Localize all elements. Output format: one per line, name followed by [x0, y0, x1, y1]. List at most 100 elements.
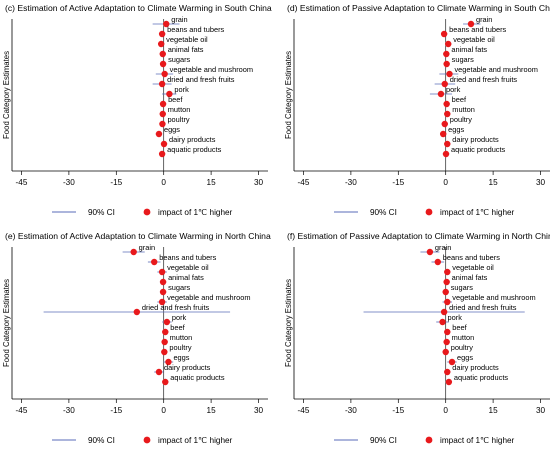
estimate-point — [159, 120, 166, 128]
category-label: dairy products — [169, 135, 216, 144]
category-label: dried and fresh fruits — [449, 303, 517, 312]
legend-ci-label: 90% CI — [88, 208, 115, 217]
category-label: eggs — [457, 353, 473, 362]
x-tick-label: 15 — [489, 178, 499, 187]
category-label: vegetable oil — [166, 35, 208, 44]
legend-point-label: impact of 1℃ higher — [440, 208, 515, 217]
category-label: mutton — [170, 333, 193, 342]
estimate-point — [161, 348, 168, 356]
legend-ci-label: 90% CI — [370, 208, 397, 217]
category-label: poultry — [169, 343, 191, 352]
category-label: dairy products — [164, 363, 211, 372]
legend-ci-label: 90% CI — [88, 436, 115, 445]
estimate-point — [448, 358, 456, 366]
estimate-point — [159, 100, 167, 108]
x-tick-label: 30 — [254, 406, 264, 415]
category-label: sugars — [452, 55, 474, 64]
estimate-point — [426, 248, 434, 256]
x-tick-label: -45 — [298, 178, 310, 187]
category-label: dried and fresh fruits — [450, 75, 518, 84]
legend-point-label: impact of 1℃ higher — [440, 436, 515, 445]
chart-title: (e) Estimation of Active Adaptation to C… — [5, 231, 271, 241]
y-axis-label: Food Category Estimates — [284, 51, 293, 139]
category-label: mutton — [452, 105, 475, 114]
estimate-point — [440, 30, 448, 38]
chart-title: (c) Estimation of Active Adaptation to C… — [5, 3, 272, 13]
legend-point-swatch — [143, 436, 151, 444]
category-label: beans and tubers — [449, 25, 506, 34]
x-tick-label: 0 — [161, 178, 166, 187]
estimate-point — [158, 298, 166, 306]
legend-point-swatch — [425, 208, 433, 216]
category-label: aquatic products — [451, 145, 506, 154]
category-label: sugars — [168, 55, 190, 64]
y-axis-label: Food Category Estimates — [2, 51, 11, 139]
category-label: beans and tubers — [443, 253, 500, 262]
x-tick-label: -30 — [63, 406, 75, 415]
category-label: grain — [435, 243, 451, 252]
category-label: vegetable and mushroom — [170, 65, 253, 74]
category-label: grain — [171, 15, 187, 24]
estimate-point — [159, 278, 167, 286]
estimate-point — [443, 60, 450, 68]
estimate-point — [441, 120, 448, 128]
estimate-point — [166, 90, 173, 98]
x-tick-label: -15 — [392, 406, 404, 415]
estimate-point — [130, 248, 137, 256]
category-label: eggs — [173, 353, 189, 362]
estimate-point — [162, 328, 169, 336]
chart-panel: (f) Estimation of Passive Adaptation to … — [284, 231, 550, 445]
category-label: sugars — [451, 283, 473, 292]
chart-panel: (e) Estimation of Active Adaptation to C… — [2, 231, 271, 445]
estimate-point — [151, 258, 158, 266]
category-label: dried and fresh fruits — [142, 303, 210, 312]
estimate-point — [443, 338, 450, 346]
category-label: eggs — [164, 125, 180, 134]
chart-title: (f) Estimation of Passive Adaptation to … — [287, 231, 550, 241]
estimate-point — [159, 288, 167, 296]
category-label: beans and tubers — [159, 253, 216, 262]
x-tick-label: 15 — [207, 178, 217, 187]
estimate-point — [158, 150, 166, 158]
x-tick-label: 30 — [254, 178, 264, 187]
x-tick-label: -15 — [392, 178, 404, 187]
estimate-point — [442, 288, 449, 296]
category-label: aquatic products — [170, 373, 225, 382]
estimate-point — [442, 348, 449, 356]
category-label: poultry — [167, 115, 189, 124]
estimate-point — [158, 268, 166, 276]
estimate-point — [441, 80, 448, 88]
x-tick-label: -15 — [110, 406, 122, 415]
category-label: beef — [452, 95, 467, 104]
category-label: animal fats — [168, 45, 204, 54]
category-label: beef — [452, 323, 467, 332]
x-tick-label: -30 — [345, 406, 357, 415]
x-tick-label: -45 — [16, 406, 28, 415]
x-tick-label: 30 — [536, 406, 546, 415]
category-label: dried and fresh fruits — [167, 75, 235, 84]
estimate-point — [443, 100, 450, 108]
legend-ci-label: 90% CI — [370, 436, 397, 445]
x-tick-label: -45 — [16, 178, 28, 187]
category-label: poultry — [450, 115, 472, 124]
estimate-point — [158, 80, 166, 88]
estimate-point — [434, 258, 442, 266]
estimate-point — [444, 298, 451, 306]
estimate-point — [162, 378, 169, 386]
estimate-point — [163, 20, 170, 28]
estimate-point — [444, 368, 451, 376]
category-label: beef — [168, 95, 183, 104]
category-label: dairy products — [452, 363, 499, 372]
category-label: vegetable and mushroom — [452, 293, 535, 302]
category-label: sugars — [168, 283, 190, 292]
legend-point-label: impact of 1℃ higher — [158, 208, 233, 217]
estimate-point — [133, 308, 141, 316]
estimate-point — [439, 318, 446, 326]
estimate-point — [443, 278, 450, 286]
x-tick-label: -45 — [298, 406, 310, 415]
estimate-point — [163, 318, 171, 326]
category-label: animal fats — [452, 273, 488, 282]
legend-point-swatch — [425, 436, 433, 444]
category-label: aquatic products — [454, 373, 509, 382]
estimate-point — [444, 328, 451, 336]
